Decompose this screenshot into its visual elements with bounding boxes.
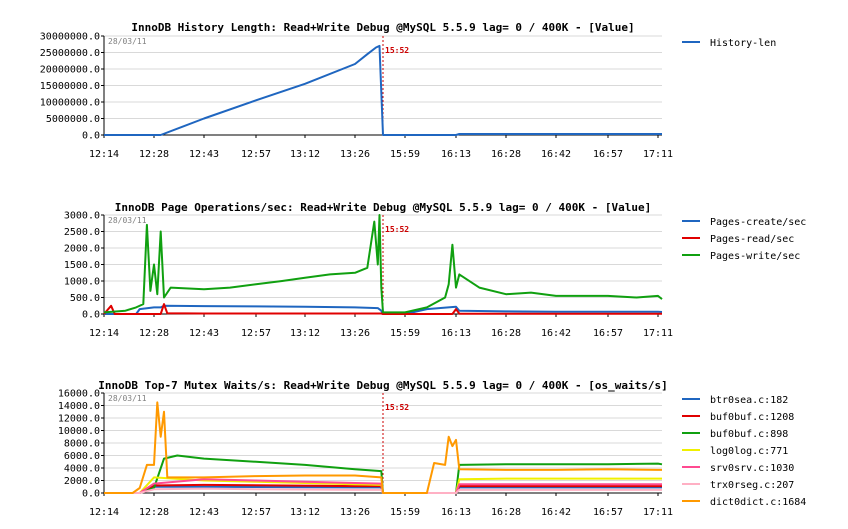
x-tick-label: 12:57 [241,149,271,160]
x-tick-label: 12:43 [189,507,219,518]
x-tick-label: 12:28 [139,149,169,160]
y-tick-label: 2500.0 [64,227,100,238]
x-tick-label: 16:28 [491,149,521,160]
y-tick-label: 10000000.0 [40,98,100,109]
x-tick-label: 15:59 [390,507,420,518]
legend-label: Pages-read/sec [710,234,794,245]
legend-label: History-len [710,38,776,49]
y-tick-label: 0.0 [82,131,100,142]
x-tick-label: 13:26 [340,149,370,160]
x-tick-label: 12:14 [89,507,119,518]
y-tick-label: 5000000.0 [46,114,100,125]
x-tick-label: 12:43 [189,149,219,160]
x-tick-label: 13:26 [340,328,370,339]
x-tick-label: 12:28 [139,507,169,518]
series-line [104,304,663,315]
x-tick-label: 12:14 [89,328,119,339]
chart-title: InnoDB History Length: Read+Write Debug … [131,21,634,34]
y-tick-label: 14000.0 [58,401,100,412]
x-tick-label: 15:59 [390,149,420,160]
y-tick-label: 20000000.0 [40,65,100,76]
date-stamp: 28/03/11 [108,216,147,225]
series-line [104,44,662,136]
x-tick-label: 16:28 [491,328,521,339]
date-stamp: 28/03/11 [108,37,147,46]
x-tick-label: 13:12 [290,149,320,160]
series-line [103,303,662,315]
x-tick-label: 16:28 [491,507,521,518]
legend-label: srv0srv.c:1030 [710,463,794,474]
legend-label: buf0buf.c:1208 [710,412,794,423]
x-tick-label: 16:42 [541,507,571,518]
x-tick-label: 17:11 [643,328,673,339]
x-tick-label: 12:43 [189,328,219,339]
y-tick-label: 6000.0 [64,451,100,462]
x-tick-label: 16:57 [593,507,623,518]
x-tick-label: 16:57 [593,328,623,339]
chart-title: InnoDB Top-7 Mutex Waits/s: Read+Write D… [98,379,668,392]
y-tick-label: 30000000.0 [40,32,100,43]
x-tick-label: 16:13 [441,507,471,518]
x-tick-label: 16:42 [541,328,571,339]
x-tick-label: 12:57 [241,507,271,518]
chart-title: InnoDB Page Operations/sec: Read+Write D… [115,201,651,214]
x-tick-label: 17:11 [643,149,673,160]
legend-label: log0log.c:771 [710,446,788,457]
x-tick-label: 16:42 [541,149,571,160]
y-tick-label: 1000.0 [64,277,100,288]
x-tick-label: 16:13 [441,328,471,339]
series-line [103,214,663,314]
y-tick-label: 3000.0 [64,211,100,222]
legend-label: Pages-create/sec [710,217,806,228]
y-tick-label: 10000.0 [58,426,100,437]
y-tick-label: 500.0 [70,293,100,304]
series-line [104,454,663,494]
legend-label: btr0sea.c:182 [710,395,788,406]
y-tick-label: 15000000.0 [40,81,100,92]
session-break-label: 15:52 [385,403,409,412]
y-tick-label: 0.0 [82,489,100,500]
x-tick-label: 15:59 [390,328,420,339]
y-tick-label: 8000.0 [64,439,100,450]
legend-label: dict0dict.c:1684 [710,497,806,508]
legend-label: trx0rseg.c:207 [710,480,794,491]
y-tick-label: 25000000.0 [40,48,100,59]
legend-label: Pages-write/sec [710,251,800,262]
session-break-label: 15:52 [385,225,409,234]
x-tick-label: 12:57 [241,328,271,339]
x-tick-label: 13:12 [290,507,320,518]
date-stamp: 28/03/11 [108,394,147,403]
legend-label: buf0buf.c:898 [710,429,788,440]
x-tick-label: 16:13 [441,149,471,160]
series-line [104,487,662,494]
x-tick-label: 12:28 [139,328,169,339]
y-tick-label: 16000.0 [58,389,100,400]
y-tick-label: 12000.0 [58,414,100,425]
y-tick-label: 2000.0 [64,476,100,487]
x-tick-label: 17:11 [643,507,673,518]
y-tick-label: 4000.0 [64,464,100,475]
x-tick-label: 12:14 [89,149,119,160]
x-tick-label: 13:26 [340,507,370,518]
y-tick-label: 0.0 [82,310,100,321]
session-break-label: 15:52 [385,46,409,55]
y-tick-label: 2000.0 [64,244,100,255]
x-tick-label: 16:57 [593,149,623,160]
x-tick-label: 13:12 [290,328,320,339]
series-line [104,401,662,494]
y-tick-label: 1500.0 [64,260,100,271]
